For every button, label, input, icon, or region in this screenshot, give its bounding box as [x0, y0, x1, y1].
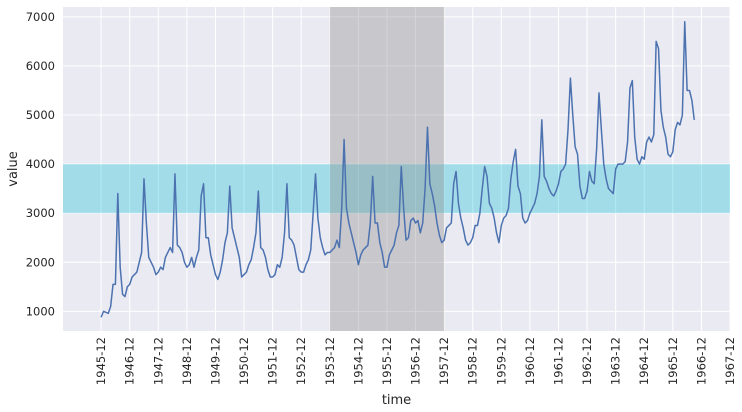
- y-axis-label: value: [6, 151, 21, 187]
- plot-area: [63, 7, 730, 331]
- x-tick-label: 1946-12: [123, 337, 137, 385]
- x-tick-label: 1950-12: [237, 337, 251, 385]
- x-tick-label: 1954-12: [351, 337, 365, 385]
- x-tick-label: 1966-12: [694, 337, 708, 385]
- time-highlight-span: [329, 7, 445, 331]
- x-tick-label: 1963-12: [609, 337, 623, 385]
- x-tick-label: 1955-12: [380, 337, 394, 385]
- x-tick-label: 1961-12: [551, 337, 565, 385]
- x-tick-label: 1951-12: [266, 337, 280, 385]
- x-tick-label: 1960-12: [523, 337, 537, 385]
- y-tick-label: 5000: [26, 108, 55, 122]
- x-tick-label: 1953-12: [323, 337, 337, 385]
- y-tick-label: 1000: [26, 304, 55, 318]
- x-tick-label: 1962-12: [580, 337, 594, 385]
- x-tick-label: 1952-12: [294, 337, 308, 385]
- y-tick-label: 4000: [26, 157, 55, 171]
- y-tick-label: 6000: [26, 59, 55, 73]
- y-tick-label: 3000: [26, 206, 55, 220]
- x-gridlines: [100, 7, 731, 331]
- x-tick-label: 1965-12: [666, 337, 680, 385]
- x-axis-label: time: [382, 393, 411, 408]
- x-tick-label: 1956-12: [409, 337, 423, 385]
- y-tick-labels: 1000 2000 3000 4000 5000 6000 7000: [26, 10, 55, 319]
- y-tick-label: 7000: [26, 10, 55, 24]
- x-tick-label: 1959-12: [494, 337, 508, 385]
- x-tick-label: 1958-12: [466, 337, 480, 385]
- x-tick-label: 1964-12: [637, 337, 651, 385]
- x-tick-label: 1945-12: [94, 337, 108, 385]
- x-tick-label: 1967-12: [723, 337, 737, 385]
- x-tick-labels: 1945-12 1946-12 1947-12 1948-12 1949-12 1950-…: [94, 337, 737, 385]
- series-line: [100, 20, 696, 318]
- x-tick-label: 1949-12: [208, 337, 222, 385]
- x-tick-label: 1947-12: [151, 337, 165, 385]
- y-tick-label: 2000: [26, 255, 55, 269]
- x-tick-label: 1957-12: [437, 337, 451, 385]
- x-tick-label: 1948-12: [180, 337, 194, 385]
